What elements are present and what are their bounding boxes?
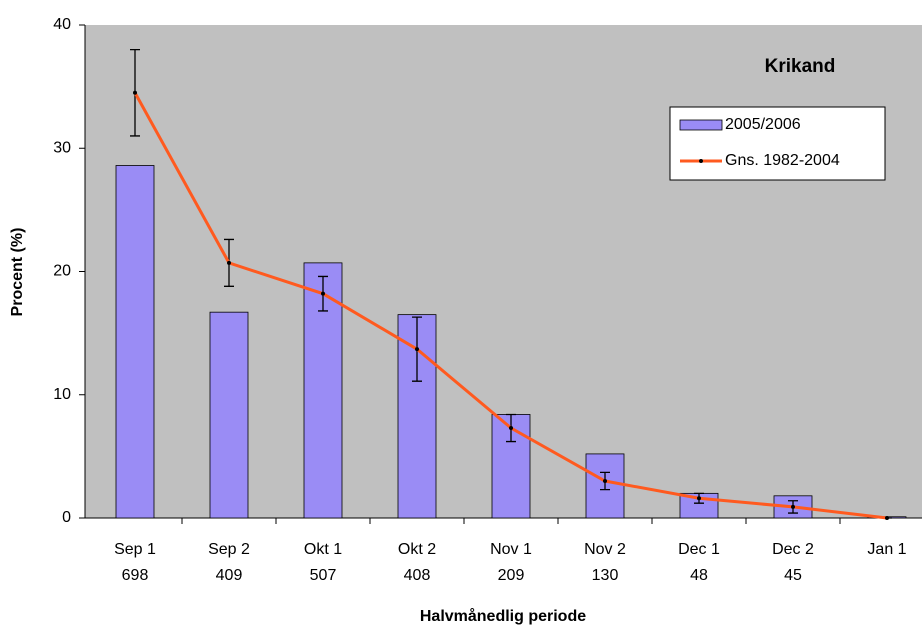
line-marker	[697, 496, 701, 501]
y-tick-label: 20	[53, 263, 71, 280]
x-tick-label: Dec 1	[678, 541, 720, 558]
chart-title: Krikand	[765, 56, 836, 77]
x-tick-count: 698	[122, 567, 149, 584]
y-tick-label: 10	[53, 386, 71, 403]
x-tick-count: 48	[690, 567, 708, 584]
x-tick-count: 130	[592, 567, 619, 584]
legend-swatch	[679, 119, 723, 131]
x-axis-label: Halvmånedlig periode	[420, 607, 586, 625]
x-tick-label: Dec 2	[772, 541, 814, 558]
line-marker	[603, 479, 607, 484]
legend-label: 2005/2006	[725, 116, 801, 133]
line-marker	[509, 426, 513, 431]
x-tick-label: Okt 2	[398, 541, 436, 558]
line-marker	[885, 516, 889, 520]
x-tick-label: Jan 1	[867, 541, 906, 558]
line-marker	[791, 504, 795, 509]
x-tick-label: Sep 1	[114, 541, 156, 558]
x-tick-label: Nov 2	[584, 541, 626, 558]
x-tick-label: Nov 1	[490, 541, 532, 558]
line-marker	[415, 347, 419, 352]
y-tick-label: 0	[62, 509, 71, 526]
x-tick-label: Okt 1	[304, 541, 342, 558]
x-tick-label: Sep 2	[208, 541, 250, 558]
x-tick-count: 45	[784, 567, 802, 584]
y-tick-label: 40	[53, 16, 71, 33]
x-tick-count: 507	[310, 567, 337, 584]
legend-marker	[699, 159, 703, 163]
legend-box	[669, 106, 886, 181]
bar	[115, 165, 155, 519]
x-tick-count: 209	[498, 567, 525, 584]
x-tick-count: 408	[404, 567, 431, 584]
bar	[209, 311, 249, 519]
y-tick-label: 30	[53, 139, 71, 156]
legend-label: Gns. 1982-2004	[725, 152, 840, 169]
x-tick-count: 409	[216, 567, 243, 584]
line-marker	[321, 291, 325, 296]
y-axis-label: Procent (%)	[9, 228, 26, 317]
line-marker	[227, 260, 231, 265]
line-marker	[133, 90, 137, 95]
